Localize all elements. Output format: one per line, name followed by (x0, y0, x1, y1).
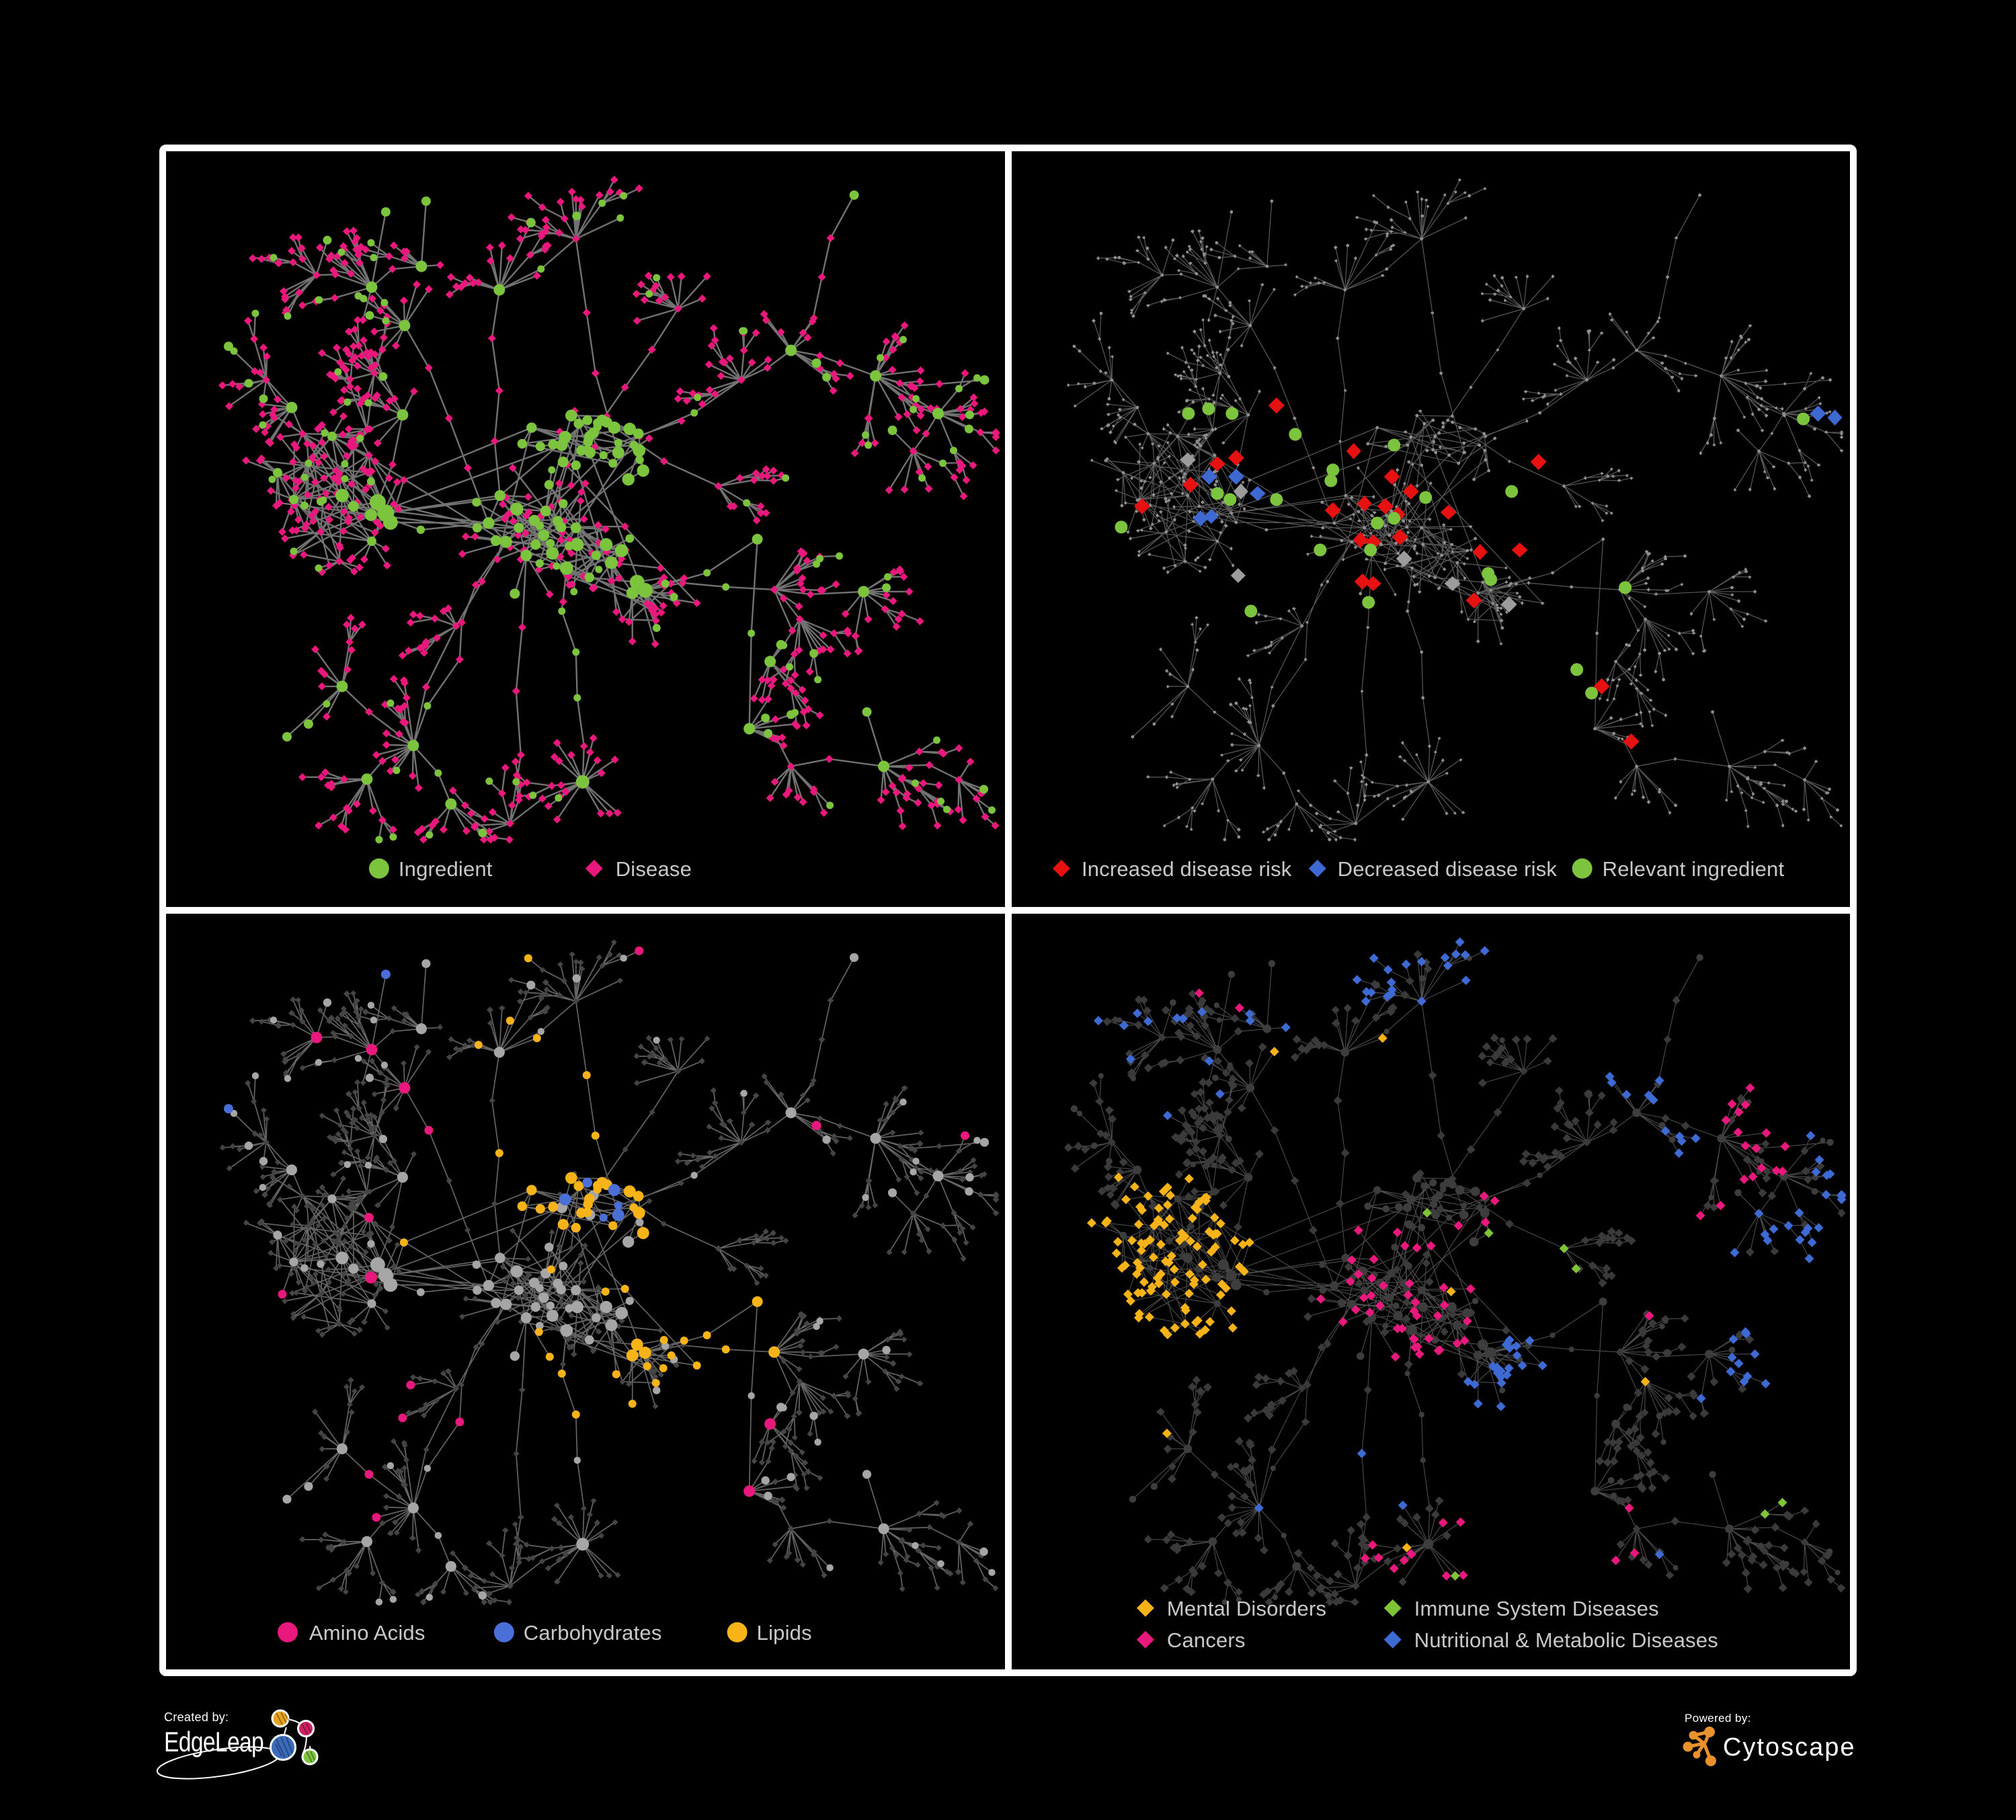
svg-text:Immune System Diseases: Immune System Diseases (1414, 1596, 1658, 1620)
svg-text:Increased disease risk: Increased disease risk (1081, 857, 1291, 881)
svg-text:Disease: Disease (616, 857, 692, 881)
svg-text:Decreased disease risk: Decreased disease risk (1337, 857, 1557, 881)
svg-text:Mental Disorders: Mental Disorders (1166, 1596, 1326, 1620)
svg-text:Amino Acids: Amino Acids (309, 1620, 426, 1644)
svg-text:Cancers: Cancers (1166, 1628, 1245, 1651)
svg-text:Relevant ingredient: Relevant ingredient (1602, 857, 1784, 881)
svg-text:Nutritional & Metabolic Diseas: Nutritional & Metabolic Diseases (1414, 1628, 1718, 1651)
svg-text:Carbohydrates: Carbohydrates (524, 1620, 662, 1644)
svg-text:Lipids: Lipids (757, 1620, 812, 1644)
svg-text:Ingredient: Ingredient (399, 857, 493, 881)
